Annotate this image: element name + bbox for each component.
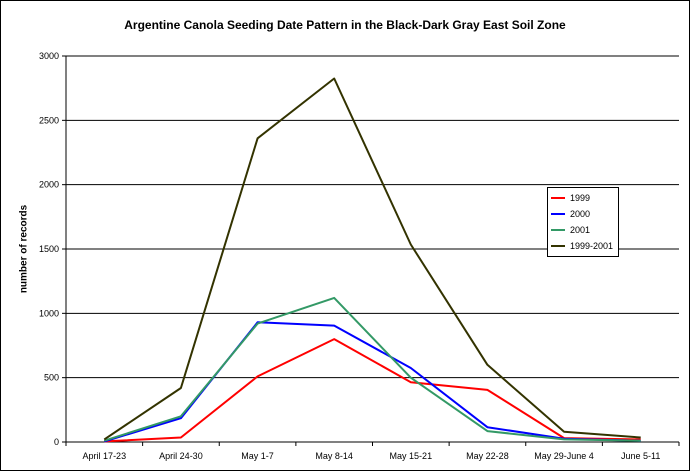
chart-title: Argentine Canola Seeding Date Pattern in… xyxy=(124,18,566,32)
x-tick-label: June 5-11 xyxy=(621,451,660,461)
legend-swatch xyxy=(551,245,565,247)
series-lines xyxy=(103,77,641,443)
y-tick-label: 500 xyxy=(44,373,59,383)
series-line-2001 xyxy=(103,296,641,442)
legend-item: 2001 xyxy=(551,222,615,238)
legend-swatch xyxy=(551,213,565,215)
legend: 1999 2000 2001 1999-2001 xyxy=(547,187,619,257)
axes xyxy=(62,55,680,446)
legend-label: 2001 xyxy=(570,225,591,235)
x-tick-label: May 15-21 xyxy=(390,451,433,461)
series-line-1999 xyxy=(104,338,641,443)
y-tick-label: 1000 xyxy=(39,308,59,318)
series-line-1999-2001 xyxy=(103,77,641,441)
legend-item: 1999-2001 xyxy=(551,238,615,254)
x-tick-label: April 17-23 xyxy=(83,451,127,461)
y-tick-labels: 0 500 1000 1500 2000 2500 3000 xyxy=(39,51,59,447)
y-tick-label: 3000 xyxy=(39,51,59,61)
legend-swatch xyxy=(551,229,565,231)
x-tick-label: May 8-14 xyxy=(315,451,353,461)
y-tick-label: 1500 xyxy=(39,244,59,254)
x-tick-labels: April 17-23 April 24-30 May 1-7 May 8-14 May… xyxy=(83,451,661,461)
legend-label: 1999 xyxy=(570,193,591,203)
y-tick-label: 0 xyxy=(54,437,59,447)
legend-item: 2000 xyxy=(551,206,615,222)
y-tick-label: 2500 xyxy=(39,115,59,125)
x-tick-label: April 24-30 xyxy=(159,451,203,461)
legend-label: 1999-2001 xyxy=(570,241,614,251)
legend-item: 1999 xyxy=(551,190,615,206)
x-tick-label: May 22-28 xyxy=(466,451,509,461)
y-tick-label: 2000 xyxy=(39,180,59,190)
series-line-2000 xyxy=(104,321,641,443)
x-tick-label: May 29-June 4 xyxy=(534,451,594,461)
legend-label: 2000 xyxy=(570,209,591,219)
x-tick-label: May 1-7 xyxy=(241,451,274,461)
legend-swatch xyxy=(551,197,565,199)
